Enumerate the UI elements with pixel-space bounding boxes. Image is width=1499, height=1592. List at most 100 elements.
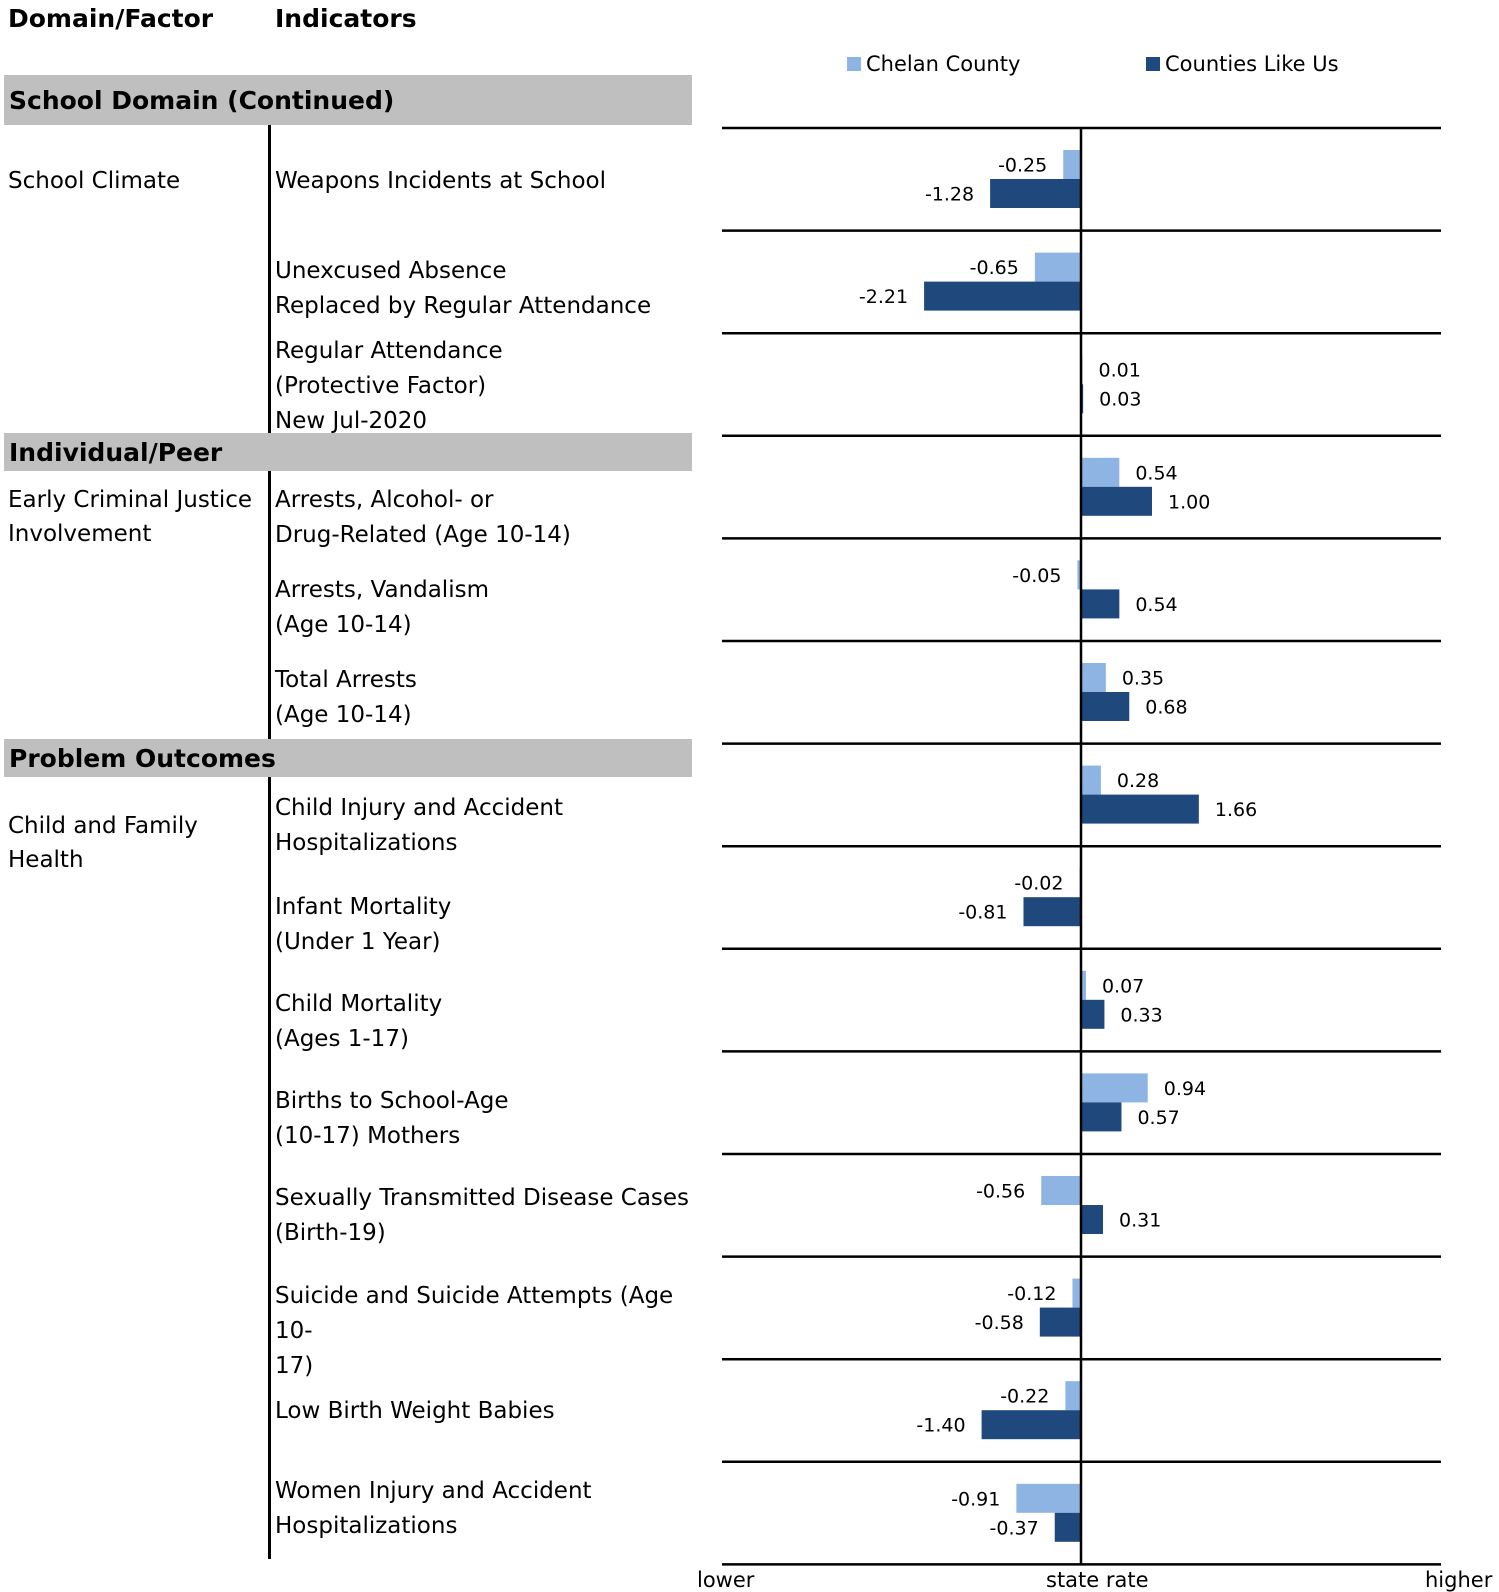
- indicator-2: Regular Attendance (Protective Factor) N…: [275, 334, 695, 439]
- indicator-6: Child Injury and Accident Hospitalizatio…: [275, 791, 695, 861]
- indicator-line: (Age 10-14): [275, 702, 412, 728]
- legend-label-chelan: Chelan County: [866, 52, 1021, 76]
- bar-counties: [1081, 692, 1130, 721]
- data-label: -0.58: [975, 1312, 1024, 1334]
- domain-band-school: School Domain (Continued): [4, 75, 692, 125]
- data-label: -0.91: [951, 1488, 1000, 1510]
- indicator-13: Women Injury and Accident Hospitalizatio…: [275, 1474, 695, 1544]
- indicator-10: Sexually Transmitted Disease Cases (Birt…: [275, 1181, 695, 1251]
- data-label: 0.57: [1137, 1107, 1179, 1129]
- data-label: 0.31: [1119, 1210, 1161, 1232]
- bar-chelan: [1016, 1483, 1081, 1513]
- bar-counties: [1081, 1102, 1122, 1132]
- data-label: -0.65: [970, 257, 1019, 279]
- bar-counties: [1054, 1512, 1081, 1542]
- bar-chelan: [1081, 970, 1086, 1000]
- data-label: 1.66: [1215, 799, 1257, 821]
- data-label: 0.28: [1117, 770, 1159, 792]
- indicator-4: Arrests, Vandalism (Age 10-14): [275, 573, 695, 643]
- indicator-line: Infant Mortality: [275, 894, 452, 920]
- indicator-line: Regular Attendance: [275, 338, 503, 364]
- data-label: 0.33: [1120, 1004, 1162, 1026]
- bar-chelan: [1034, 252, 1081, 282]
- bar-counties: [1081, 999, 1105, 1029]
- data-label: 0.35: [1122, 668, 1164, 690]
- bar-chelan: [1063, 150, 1081, 179]
- bar-counties: [981, 1410, 1081, 1440]
- domain-band-individual-peer: Individual/Peer: [4, 433, 692, 471]
- indicator-line: Hospitalizations: [275, 830, 458, 856]
- data-label: 1.00: [1168, 491, 1210, 513]
- indicator-line: Births to School-Age: [275, 1088, 509, 1114]
- indicator-line: Weapons Incidents at School: [275, 168, 606, 194]
- factor-line: Early Criminal Justice: [8, 487, 253, 513]
- bar-chelan: [1081, 765, 1101, 795]
- data-label: 0.01: [1099, 360, 1141, 382]
- indicator-line: (Age 10-14): [275, 612, 412, 638]
- indicator-line: (Birth-19): [275, 1220, 386, 1246]
- data-label: -0.12: [1007, 1283, 1056, 1305]
- indicator-line: (Under 1 Year): [275, 929, 441, 955]
- legend-chelan-county: Chelan County: [847, 52, 1020, 76]
- data-label: -0.37: [990, 1517, 1039, 1539]
- indicator-7: Infant Mortality (Under 1 Year): [275, 890, 695, 960]
- data-label: -1.28: [925, 184, 974, 206]
- indicator-12: Low Birth Weight Babies: [275, 1394, 695, 1429]
- indicator-line: 17): [275, 1353, 314, 1379]
- x-axis-label-higher: higher: [1425, 1568, 1493, 1592]
- data-label: 0.54: [1135, 594, 1177, 616]
- indicator-line: (Protective Factor): [275, 373, 487, 399]
- bar-counties: [1081, 794, 1199, 824]
- factor-line: School Climate: [8, 168, 181, 194]
- indicator-line: Low Birth Weight Babies: [275, 1398, 555, 1424]
- indicator-3: Arrests, Alcohol- or Drug-Related (Age 1…: [275, 483, 695, 553]
- data-label: 0.68: [1145, 697, 1187, 719]
- data-label: 0.03: [1099, 389, 1141, 411]
- indicator-line: Sexually Transmitted Disease Cases: [275, 1185, 690, 1211]
- bar-chelan: [1081, 457, 1120, 487]
- header-indicators: Indicators: [275, 4, 417, 33]
- header-domain-factor: Domain/Factor: [8, 4, 214, 33]
- data-label: -0.02: [1014, 873, 1063, 895]
- indicator-line: Women Injury and Accident: [275, 1478, 592, 1504]
- bar-chelan: [1077, 560, 1081, 590]
- data-label: -0.22: [1000, 1386, 1049, 1408]
- indicator-1: Unexcused Absence Replaced by Regular At…: [275, 254, 695, 324]
- indicator-line: Child Injury and Accident: [275, 795, 563, 821]
- x-axis-label-state-rate: state rate: [1046, 1568, 1149, 1592]
- indicator-8: Child Mortality (Ages 1-17): [275, 987, 695, 1057]
- bar-counties: [1081, 589, 1120, 619]
- data-label: -0.05: [1012, 565, 1061, 587]
- factor-child-family-health: Child and Family Health: [8, 809, 270, 877]
- indicator-line: Suicide and Suicide Attempts (Age 10-: [275, 1283, 674, 1344]
- indicator-line: Drug-Related (Age 10-14): [275, 522, 571, 548]
- indicator-line: Replaced by Regular Attendance: [275, 293, 652, 319]
- data-label: -0.25: [998, 155, 1047, 177]
- data-label: 0.07: [1102, 975, 1144, 997]
- indicator-5: Total Arrests (Age 10-14): [275, 663, 695, 733]
- factor-school-climate: School Climate: [8, 164, 270, 198]
- indicator-line: Child Mortality: [275, 991, 443, 1017]
- bar-counties: [1039, 1307, 1081, 1337]
- bar-counties: [1081, 1205, 1104, 1234]
- data-label: -1.40: [916, 1415, 965, 1437]
- indicator-line: New Jul-2020: [275, 408, 428, 434]
- data-label: -2.21: [859, 286, 908, 308]
- indicator-9: Births to School-Age (10-17) Mothers: [275, 1084, 695, 1154]
- bar-counties: [990, 179, 1081, 208]
- indicator-line: Unexcused Absence: [275, 258, 507, 284]
- data-label: 0.54: [1135, 462, 1177, 484]
- indicator-11: Suicide and Suicide Attempts (Age 10- 17…: [275, 1279, 695, 1384]
- x-axis-label-lower: lower: [697, 1568, 755, 1592]
- bar-chelan: [1065, 1381, 1081, 1411]
- indicator-line: Arrests, Vandalism: [275, 577, 489, 603]
- legend-swatch-counties: [1146, 57, 1160, 71]
- indicator-line: Total Arrests: [275, 667, 417, 693]
- factor-line: Involvement: [8, 521, 152, 547]
- bar-counties: [1023, 897, 1081, 927]
- indicator-line: Arrests, Alcohol- or: [275, 487, 494, 513]
- column-separator: [268, 777, 271, 1559]
- bar-chelan: [1072, 1278, 1081, 1308]
- bar-counties: [1081, 486, 1152, 516]
